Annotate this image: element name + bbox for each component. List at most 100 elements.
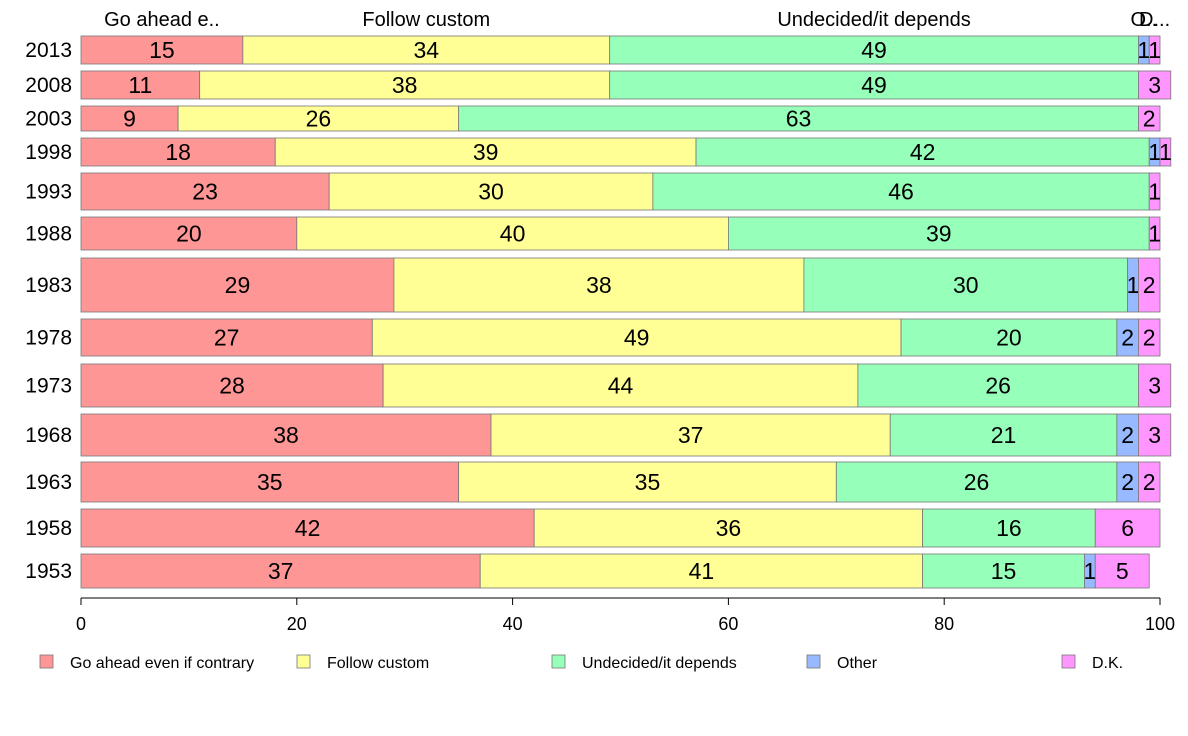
data-label: 6 — [1121, 515, 1134, 541]
bar-segment — [80, 137, 276, 167]
bar-segment — [609, 70, 1139, 100]
legend-swatch — [806, 654, 821, 669]
data-label: 2 — [1143, 272, 1156, 298]
x-tick-label: 40 — [503, 614, 523, 634]
legend-label: Follow custom — [327, 655, 429, 672]
data-label: 30 — [478, 179, 504, 205]
category-label: 1998 — [25, 141, 72, 164]
bar-segment — [1138, 105, 1161, 132]
data-label: 2 — [1121, 325, 1134, 351]
bar-segment — [1094, 508, 1161, 548]
bar-segment — [393, 257, 805, 313]
legend-swatch — [1061, 654, 1076, 669]
bar-segment — [458, 105, 1139, 132]
bar-segment — [328, 172, 654, 211]
bar-segment — [900, 318, 1118, 357]
bar-segment — [80, 508, 535, 548]
data-label: 29 — [225, 272, 251, 298]
category-label: 2008 — [25, 74, 72, 97]
data-label: 20 — [176, 221, 202, 247]
top-series-label: Go ahead e.. — [104, 9, 220, 31]
category-label: 1973 — [25, 375, 72, 398]
data-label: 35 — [635, 469, 661, 495]
data-label: 46 — [888, 179, 914, 205]
data-label: 2 — [1143, 325, 1156, 351]
legend-swatch — [551, 654, 566, 669]
bar-segment — [889, 413, 1118, 457]
data-label: 21 — [991, 422, 1017, 448]
category-label: 1983 — [25, 274, 72, 297]
bar-segment — [1138, 70, 1172, 100]
data-label: 2 — [1143, 469, 1156, 495]
x-tick-label: 100 — [1145, 614, 1175, 634]
data-label: 1 — [1148, 139, 1161, 165]
data-label: 15 — [991, 558, 1017, 584]
category-label: 1988 — [25, 223, 72, 246]
bar-segment — [80, 461, 460, 503]
data-label: 36 — [716, 515, 742, 541]
data-label: 30 — [953, 272, 979, 298]
data-label: 18 — [165, 139, 191, 165]
category-label: 1953 — [25, 560, 72, 583]
legend-swatch — [39, 654, 54, 669]
data-label: 35 — [257, 469, 283, 495]
bar-segment — [80, 216, 298, 251]
data-label: 26 — [964, 469, 990, 495]
bar-segment — [695, 137, 1150, 167]
bar-segment — [80, 257, 395, 313]
data-label: 39 — [926, 221, 952, 247]
data-label: 1 — [1148, 179, 1161, 205]
bar-segment — [1138, 413, 1172, 457]
top-series-label: Follow custom — [362, 9, 490, 31]
bar-segment — [1138, 461, 1161, 503]
data-label: 3 — [1148, 373, 1161, 399]
bar-segment — [1148, 172, 1161, 211]
bar-segment — [1094, 553, 1150, 589]
x-tick-label: 80 — [934, 614, 954, 634]
bar-segment — [1148, 35, 1161, 65]
bar-segment — [1148, 216, 1161, 251]
data-label: 38 — [586, 272, 612, 298]
x-tick-label: 0 — [76, 614, 86, 634]
bar-segment — [80, 363, 384, 408]
data-label: 2 — [1121, 422, 1134, 448]
bar-segment — [803, 257, 1129, 313]
data-label: 38 — [392, 72, 418, 98]
bar-segment — [458, 461, 837, 503]
bar-segment — [80, 553, 481, 589]
data-label: 1 — [1127, 272, 1140, 298]
bar-segment — [80, 413, 492, 457]
data-label: 37 — [268, 558, 294, 584]
data-label: 15 — [149, 37, 175, 63]
bar-segment — [922, 508, 1096, 548]
category-label: 1978 — [25, 327, 72, 350]
bar-segment — [1138, 318, 1161, 357]
bar-segment — [533, 508, 924, 548]
legend-label: Go ahead even if contrary — [70, 655, 254, 672]
bar-segment — [922, 553, 1085, 589]
top-series-label: Undecided/it depends — [777, 9, 970, 31]
top-labels: Go ahead e.. Follow custom Undecided/it de… — [104, 9, 1170, 31]
bar-segment — [199, 70, 611, 100]
data-label: 34 — [413, 37, 439, 63]
data-label: 39 — [473, 139, 499, 165]
data-label: 26 — [985, 373, 1011, 399]
data-label: 2 — [1121, 469, 1134, 495]
legend-label: Other — [837, 655, 878, 672]
category-label: 1958 — [25, 517, 72, 540]
data-label: 1 — [1159, 139, 1172, 165]
bar-segment — [479, 553, 924, 589]
data-label: 42 — [295, 515, 321, 541]
bar-segment — [80, 318, 373, 357]
data-label: 5 — [1116, 558, 1129, 584]
legend-label: D.K. — [1092, 655, 1123, 672]
data-label: 23 — [192, 179, 218, 205]
data-label: 28 — [219, 373, 245, 399]
data-label: 38 — [273, 422, 299, 448]
data-label: 44 — [608, 373, 634, 399]
top-series-label: D... — [1139, 9, 1170, 31]
category-label: 2013 — [25, 39, 72, 62]
data-label: 49 — [861, 72, 887, 98]
bar-segment — [1159, 137, 1172, 167]
